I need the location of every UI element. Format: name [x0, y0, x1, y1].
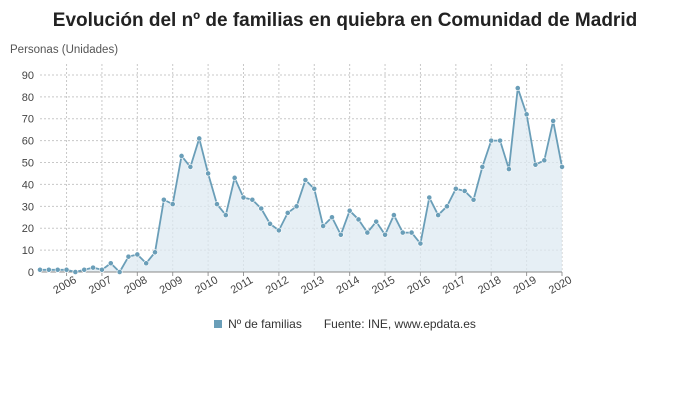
x-tick-label: 2011 — [229, 274, 255, 296]
legend-series-label: Nº de familias — [228, 317, 302, 331]
y-tick-label: 70 — [22, 114, 34, 126]
data-point — [116, 269, 123, 275]
data-point — [187, 164, 194, 170]
data-point — [364, 229, 371, 236]
x-tick-label: 2020 — [547, 274, 574, 297]
data-point — [45, 266, 52, 273]
data-point — [99, 266, 105, 273]
x-tick-label: 2013 — [299, 274, 326, 297]
x-tick-label: 2012 — [264, 274, 291, 297]
x-tick-label: 2019 — [512, 274, 539, 297]
y-tick-label: 40 — [22, 179, 34, 191]
chart-title: Evolución del nº de familias en quiebra … — [52, 10, 638, 31]
data-point — [479, 164, 486, 170]
x-tick-label: 2006 — [51, 274, 78, 297]
data-point — [506, 166, 512, 172]
data-point — [514, 85, 521, 91]
x-tick-label: 2015 — [370, 274, 397, 297]
series-line — [40, 87, 563, 273]
x-tick-label: 2018 — [476, 274, 503, 297]
data-point — [390, 212, 397, 218]
y-tick-label: 60 — [22, 136, 34, 148]
data-point — [559, 164, 565, 170]
data-point — [417, 240, 424, 247]
data-point — [240, 194, 247, 201]
data-point — [470, 196, 477, 203]
data-point — [399, 229, 406, 236]
x-tick-label: 2014 — [335, 274, 362, 297]
data-point — [452, 185, 459, 192]
data-point — [311, 185, 318, 192]
y-tick-label: 30 — [22, 201, 34, 213]
data-point — [541, 157, 548, 164]
data-point — [461, 188, 468, 194]
x-tick-label: 2009 — [158, 274, 185, 297]
data-point — [249, 196, 256, 203]
legend-swatch — [214, 319, 223, 328]
y-axis-label: Personas (Unidades) — [10, 44, 119, 56]
data-point — [382, 231, 388, 238]
y-tick-label: 20 — [22, 223, 34, 235]
data-point — [231, 174, 238, 181]
data-point — [426, 194, 433, 201]
series-area — [40, 88, 562, 272]
data-point — [337, 231, 344, 238]
x-tick-label: 2016 — [405, 274, 432, 297]
data-point — [258, 205, 265, 212]
x-tick-label: 2007 — [87, 274, 114, 297]
data-point — [435, 212, 442, 218]
data-point — [355, 216, 362, 223]
x-tick-label: 2010 — [193, 274, 220, 297]
data-point — [205, 170, 211, 177]
data-point — [523, 111, 530, 118]
data-point — [284, 209, 291, 216]
data-point — [373, 218, 380, 225]
data-point — [329, 214, 335, 221]
y-tick-label: 50 — [22, 158, 34, 170]
data-point — [134, 251, 141, 258]
data-point — [63, 266, 70, 273]
y-tick-label: 0 — [28, 267, 34, 279]
y-tick-label: 80 — [22, 92, 34, 104]
data-point — [72, 269, 79, 275]
data-point — [488, 137, 495, 144]
data-point — [160, 196, 167, 203]
data-point — [125, 253, 132, 260]
data-point — [143, 260, 150, 267]
data-point — [107, 260, 114, 267]
data-point — [320, 223, 327, 229]
data-point — [178, 153, 185, 159]
data-point — [214, 201, 220, 208]
data-point — [90, 264, 96, 271]
data-point — [532, 161, 539, 168]
data-point — [267, 220, 273, 227]
data-point — [497, 137, 503, 144]
x-tick-label: 2008 — [122, 274, 149, 297]
y-tick-label: 90 — [22, 70, 34, 82]
data-point — [346, 207, 353, 214]
data-point — [196, 135, 203, 142]
y-tick-label: 10 — [22, 245, 34, 257]
data-point — [222, 212, 229, 218]
data-point — [275, 227, 282, 234]
source-note: Fuente: INE, www.epdata.es — [323, 317, 476, 331]
data-point — [293, 203, 300, 210]
data-point — [444, 203, 450, 210]
legend: Nº de familias Fuente: INE, www.epdata.es — [0, 317, 690, 331]
data-point — [37, 266, 43, 273]
data-point — [550, 118, 557, 124]
data-point — [54, 266, 61, 273]
data-point — [302, 177, 309, 183]
data-point — [408, 229, 415, 236]
x-tick-label: 2017 — [441, 274, 468, 297]
data-point — [152, 249, 158, 256]
data-point — [81, 266, 88, 273]
data-point — [169, 201, 176, 208]
